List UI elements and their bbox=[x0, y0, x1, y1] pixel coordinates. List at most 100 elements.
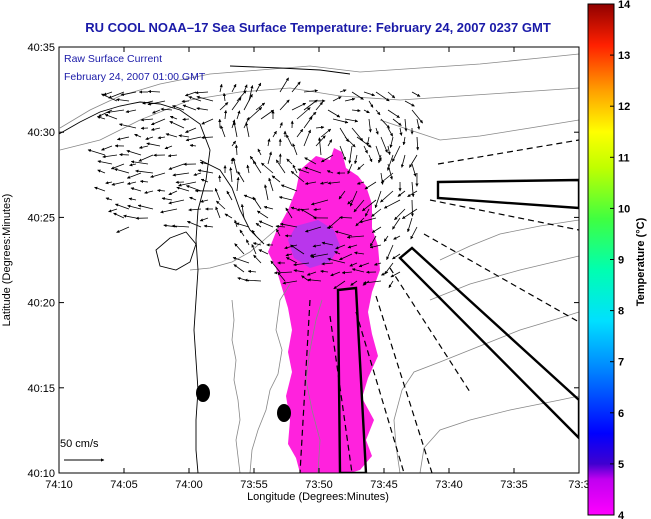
current-vector bbox=[276, 228, 281, 237]
current-vector bbox=[327, 139, 333, 147]
current-vector bbox=[214, 188, 221, 201]
y-tick-label: 40:10 bbox=[27, 468, 55, 480]
current-vector bbox=[383, 199, 401, 209]
current-vector bbox=[126, 181, 137, 185]
current-vector bbox=[246, 164, 250, 174]
shipping-lanes bbox=[336, 178, 579, 473]
current-vector bbox=[244, 278, 262, 282]
colorbar-tick-label: 4 bbox=[618, 510, 625, 519]
current-vector bbox=[358, 262, 370, 268]
y-tick-label: 40:25 bbox=[27, 212, 55, 224]
y-axis-label: Latitude (Degrees:Minutes) bbox=[1, 194, 13, 327]
figure-title: RU COOL NOAA–17 Sea Surface Temperature:… bbox=[85, 20, 551, 35]
current-vector bbox=[381, 172, 394, 183]
current-vector bbox=[326, 170, 334, 174]
current-vector bbox=[168, 163, 185, 170]
current-vector bbox=[201, 135, 214, 140]
current-vector bbox=[272, 130, 277, 138]
current-vector bbox=[224, 109, 228, 120]
colorbar-label: Temperature (°C) bbox=[635, 217, 647, 306]
current-overlay-title: Raw Surface Current bbox=[64, 53, 162, 65]
current-vector bbox=[261, 162, 274, 174]
current-vector bbox=[94, 186, 106, 192]
current-vector bbox=[102, 154, 118, 159]
current-vector bbox=[328, 217, 341, 229]
current-vector bbox=[411, 109, 424, 124]
current-vector bbox=[304, 181, 317, 186]
current-vector bbox=[327, 257, 346, 264]
current-vector bbox=[189, 143, 197, 148]
current-vector bbox=[130, 187, 142, 192]
current-vector bbox=[123, 214, 137, 219]
current-vector bbox=[366, 136, 370, 146]
current-vector bbox=[381, 271, 389, 276]
current-vector bbox=[364, 208, 370, 217]
current-vector bbox=[392, 145, 401, 162]
current-vector bbox=[150, 172, 166, 178]
colorbar-ticks: 4 5 6 7 8 9 10 11 12 13 14 bbox=[610, 0, 631, 519]
current-vector bbox=[383, 235, 389, 242]
current-vector bbox=[119, 153, 130, 157]
current-vector bbox=[235, 222, 250, 228]
current-vector bbox=[172, 105, 185, 111]
current-vector bbox=[111, 181, 125, 186]
current-vector bbox=[410, 226, 418, 240]
current-vector bbox=[219, 102, 229, 111]
current-vector bbox=[351, 109, 361, 113]
current-vector bbox=[138, 145, 149, 149]
current-vector bbox=[144, 190, 154, 194]
current-vector bbox=[233, 121, 238, 138]
current-vector bbox=[229, 167, 233, 183]
current-vector bbox=[237, 171, 245, 183]
current-vector bbox=[407, 217, 413, 233]
current-vector bbox=[384, 262, 394, 275]
current-vector bbox=[185, 185, 202, 192]
current-vector bbox=[293, 262, 310, 267]
current-vector bbox=[216, 200, 226, 210]
station-marker bbox=[196, 384, 210, 402]
current-vector bbox=[246, 239, 250, 246]
current-vector bbox=[103, 91, 113, 96]
current-vector bbox=[164, 145, 173, 150]
current-vector bbox=[371, 226, 382, 233]
current-vector bbox=[160, 107, 173, 111]
current-vector bbox=[362, 199, 377, 212]
current-vector bbox=[350, 280, 358, 286]
current-vector bbox=[285, 253, 293, 257]
current-vector bbox=[304, 226, 322, 233]
current-vector bbox=[137, 204, 154, 210]
x-axis-label: Longitude (Degrees:Minutes) bbox=[247, 491, 389, 503]
current-vector bbox=[339, 253, 353, 261]
current-vector bbox=[195, 91, 209, 95]
current-vector bbox=[263, 184, 269, 201]
current-vector bbox=[320, 269, 329, 274]
current-vector bbox=[114, 203, 130, 210]
current-vector bbox=[248, 107, 263, 120]
current-vector bbox=[313, 207, 322, 212]
current-vector bbox=[339, 215, 353, 220]
current-vector bbox=[347, 244, 358, 249]
current-vector bbox=[373, 262, 382, 266]
current-vector bbox=[185, 127, 197, 133]
current-vector bbox=[362, 280, 382, 285]
current-vector bbox=[321, 154, 334, 163]
current-vector bbox=[232, 157, 238, 174]
current-vector bbox=[320, 181, 329, 185]
current-vector bbox=[392, 253, 401, 260]
current-vector bbox=[114, 168, 130, 174]
current-vector bbox=[404, 100, 415, 107]
current-vector bbox=[189, 196, 197, 201]
current-vector bbox=[188, 208, 202, 212]
current-vector bbox=[234, 243, 245, 255]
current-vector bbox=[178, 134, 190, 138]
current-vector bbox=[150, 127, 161, 131]
current-vector bbox=[152, 109, 161, 114]
current-vector bbox=[327, 181, 341, 185]
current-vector bbox=[120, 91, 137, 97]
current-vector bbox=[387, 154, 394, 171]
current-vector bbox=[277, 271, 286, 282]
current-vector bbox=[157, 136, 166, 140]
current-vector bbox=[130, 160, 149, 165]
current-vector bbox=[353, 199, 365, 213]
